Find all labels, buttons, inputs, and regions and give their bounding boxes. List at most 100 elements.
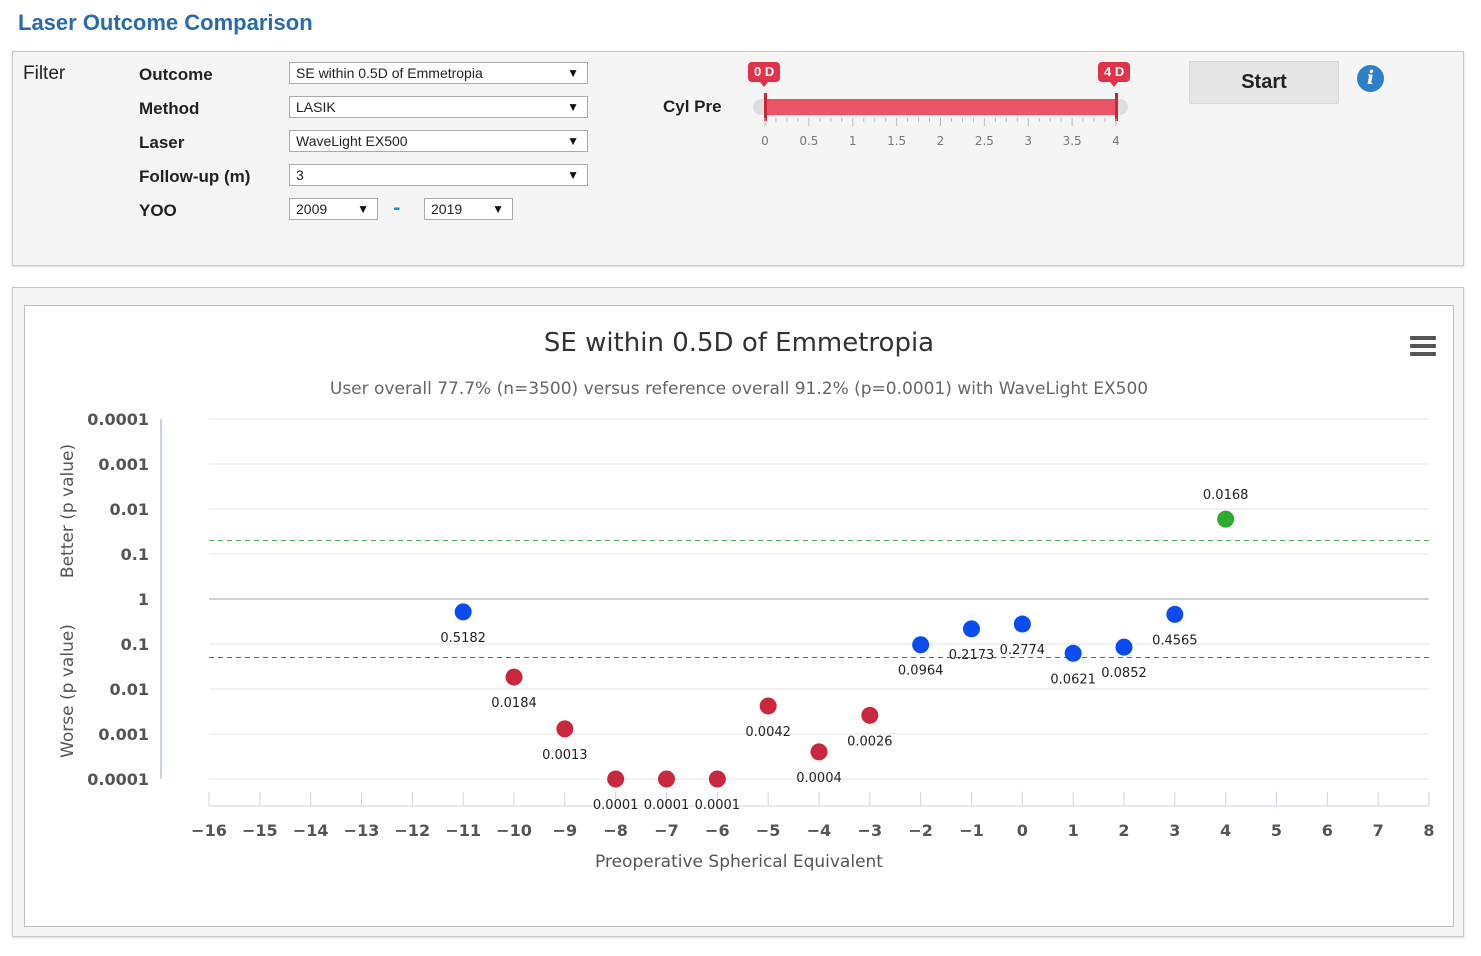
x-tick-label: −6 <box>705 821 730 840</box>
y-tick-label: 0.0001 <box>87 770 149 789</box>
cyl-scale-label: 1 <box>849 134 857 148</box>
info-icon[interactable]: i <box>1357 65 1384 92</box>
start-button[interactable]: Start <box>1189 61 1339 104</box>
data-point[interactable] <box>1064 644 1082 662</box>
data-label: 0.0184 <box>491 696 537 711</box>
cyl-max-badge: 4 D <box>1098 62 1131 87</box>
data-point[interactable] <box>556 720 574 738</box>
cyl-scale-label: 4 <box>1112 134 1120 148</box>
method-label: Method <box>139 99 200 118</box>
laser-select-value: WaveLight EX500 <box>296 133 408 149</box>
cyl-min-badge: 0 D <box>748 62 781 87</box>
data-point[interactable] <box>1166 605 1184 623</box>
data-label: 0.0001 <box>695 798 741 813</box>
x-tick-label: −7 <box>654 821 679 840</box>
y-axis-title-better: Better (p value) <box>58 444 78 578</box>
data-label: 0.0042 <box>745 725 791 740</box>
chart-subtitle: User overall 77.7% (n=3500) versus refer… <box>330 379 1148 399</box>
cyl-slider-max-handle[interactable] <box>1115 93 1118 121</box>
chevron-down-icon: ▼ <box>567 168 579 182</box>
data-label: 0.2774 <box>1000 643 1046 658</box>
y-tick-label: 0.1 <box>121 545 149 564</box>
data-point[interactable] <box>607 770 625 788</box>
chevron-down-icon: ▼ <box>567 134 579 148</box>
cyl-slider-scale: 0 0.5 1 1.5 2 2.5 3 3.5 4 <box>761 118 1120 148</box>
yoo-separator: - <box>393 198 401 219</box>
data-label: 0.0964 <box>898 664 944 679</box>
y-tick-label: 0.001 <box>98 725 149 744</box>
data-point[interactable] <box>963 620 980 638</box>
data-point[interactable] <box>1013 615 1031 633</box>
scatter-chart: SE within 0.5D of Emmetropia User overal… <box>58 328 1435 872</box>
chart-container: SE within 0.5D of Emmetropia User overal… <box>24 305 1454 927</box>
yoo-to-select[interactable]: 2019 ▼ <box>424 198 513 220</box>
x-tick-label: −8 <box>603 821 628 840</box>
y-tick-label: 0.0001 <box>87 410 149 429</box>
followup-select[interactable]: 3 ▼ <box>289 164 588 186</box>
cyl-scale-label: 1.5 <box>887 134 906 148</box>
x-tick-label: −5 <box>756 821 781 840</box>
x-tick-label: −10 <box>496 821 532 840</box>
cyl-scale-label: 3 <box>1024 134 1032 148</box>
chevron-down-icon: ▼ <box>492 202 504 216</box>
laser-select[interactable]: WaveLight EX500 ▼ <box>289 130 588 152</box>
filter-title: Filter <box>23 63 66 84</box>
chart-panel: SE within 0.5D of Emmetropia User overal… <box>12 287 1464 937</box>
method-select-value: LASIK <box>296 99 336 115</box>
data-label: 0.0001 <box>644 798 690 813</box>
followup-select-value: 3 <box>296 167 304 183</box>
x-axis-title: Preoperative Spherical Equivalent <box>595 852 883 872</box>
data-point[interactable] <box>454 603 472 621</box>
cyl-pre-label: Cyl Pre <box>663 97 722 116</box>
yoo-label: YOO <box>139 201 177 220</box>
x-tick-label: 5 <box>1271 821 1282 840</box>
x-tick-label: 2 <box>1118 821 1129 840</box>
x-tick-label: −16 <box>191 821 227 840</box>
outcome-label: Outcome <box>139 65 213 84</box>
x-tick-label: −1 <box>959 821 984 840</box>
laser-label: Laser <box>139 133 185 152</box>
data-point[interactable] <box>912 636 930 654</box>
chevron-down-icon: ▼ <box>357 202 369 216</box>
data-label: 0.5182 <box>440 631 486 646</box>
data-label: 0.0852 <box>1101 666 1147 681</box>
data-point[interactable] <box>1115 638 1133 656</box>
x-tick-label: −12 <box>394 821 430 840</box>
x-tick-label: −3 <box>858 821 883 840</box>
chevron-down-icon: ▼ <box>567 100 579 114</box>
filter-panel: Filter Outcome SE within 0.5D of Emmetro… <box>12 51 1464 266</box>
data-point[interactable] <box>658 770 675 788</box>
y-tick-label: 0.01 <box>110 500 149 519</box>
data-label: 0.0013 <box>542 748 588 763</box>
x-tick-label: −15 <box>242 821 278 840</box>
chart-title: SE within 0.5D of Emmetropia <box>544 328 934 358</box>
data-point[interactable] <box>759 697 777 715</box>
yoo-to-value: 2019 <box>431 201 463 217</box>
y-tick-label: 1 <box>138 590 149 609</box>
data-point[interactable] <box>861 706 879 724</box>
cyl-scale-label: 2 <box>937 134 945 148</box>
outcome-select[interactable]: SE within 0.5D of Emmetropia ▼ <box>289 62 588 84</box>
data-point[interactable] <box>505 668 523 686</box>
data-label: 0.4565 <box>1152 633 1198 648</box>
yoo-from-value: 2009 <box>296 201 328 217</box>
data-point[interactable] <box>810 743 828 761</box>
outcome-select-value: SE within 0.5D of Emmetropia <box>296 65 483 81</box>
cyl-slider-min-handle[interactable] <box>764 93 767 121</box>
chevron-down-icon: ▼ <box>567 66 579 80</box>
data-point[interactable] <box>708 770 726 788</box>
cyl-scale-label: 2.5 <box>975 134 994 148</box>
x-tick-label: −11 <box>445 821 481 840</box>
x-tick-label: 3 <box>1169 821 1180 840</box>
method-select[interactable]: LASIK ▼ <box>289 96 588 118</box>
hamburger-menu-icon[interactable] <box>1410 336 1436 358</box>
cyl-scale-label: 0 <box>761 134 769 148</box>
x-tick-label: −13 <box>344 821 380 840</box>
y-tick-label: 0.1 <box>121 635 149 654</box>
followup-label: Follow-up (m) <box>139 167 251 186</box>
data-label: 0.0004 <box>796 771 842 786</box>
yoo-from-select[interactable]: 2009 ▼ <box>289 198 378 220</box>
x-tick-label: 0 <box>1017 821 1028 840</box>
x-tick-label: −14 <box>293 821 329 840</box>
data-point[interactable] <box>1217 510 1235 528</box>
